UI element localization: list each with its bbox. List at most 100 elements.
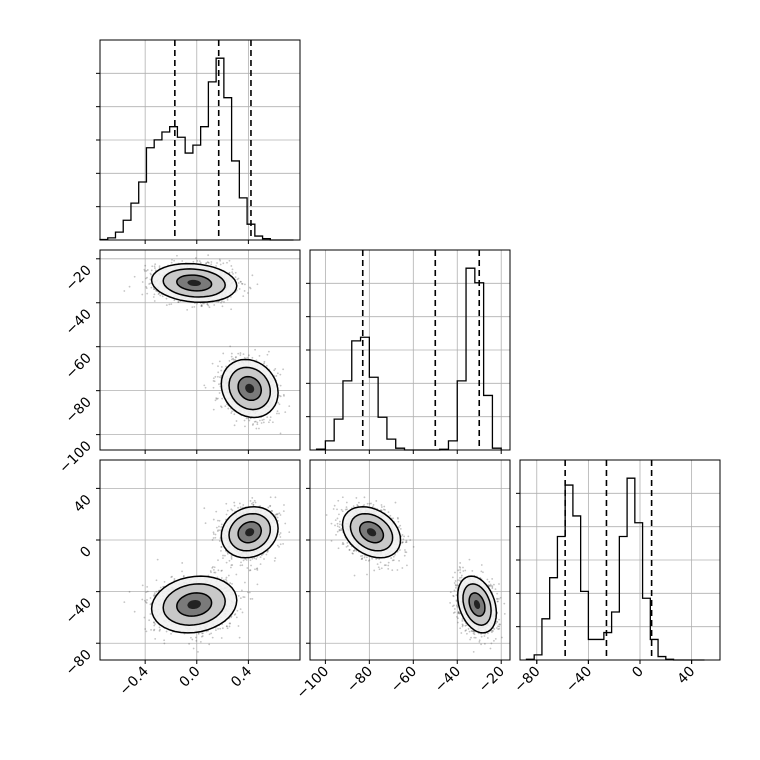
sample-point (260, 554, 263, 557)
sample-point (234, 359, 237, 361)
sample-point (279, 395, 282, 398)
sample-point (240, 561, 242, 564)
sample-point (275, 375, 278, 377)
sample-point (198, 260, 201, 263)
sample-point (230, 556, 233, 559)
sample-point (258, 419, 261, 422)
sample-point (150, 273, 152, 276)
sample-point (213, 304, 216, 306)
sample-point (230, 355, 233, 358)
sample-point (254, 348, 256, 351)
sample-point (141, 281, 144, 283)
sample-point (253, 420, 256, 423)
sample-point (279, 373, 282, 376)
sample-point (154, 267, 156, 269)
sample-point (150, 269, 153, 272)
sample-point (150, 286, 153, 289)
sample-point (278, 394, 281, 397)
sample-point (206, 261, 209, 264)
sample-point (268, 421, 270, 424)
sample-point (181, 562, 184, 564)
sample-point (271, 510, 273, 513)
sample-point (149, 282, 152, 285)
sample-point (144, 270, 146, 272)
sample-point (226, 298, 229, 301)
sample-point (161, 295, 164, 298)
sample-point (215, 265, 217, 267)
sample-point (191, 638, 194, 641)
sample-point (256, 283, 259, 286)
sample-point (254, 420, 257, 423)
sample-point (153, 629, 155, 632)
sample-point (248, 591, 251, 594)
sample-point (205, 262, 207, 265)
sample-point (234, 613, 237, 615)
sample-point (247, 591, 249, 594)
sample-point (226, 509, 229, 512)
sample-point (208, 633, 211, 636)
histogram-1 (315, 267, 502, 451)
sample-point (156, 558, 159, 561)
sample-point (215, 397, 218, 400)
sample-point (158, 626, 161, 629)
sample-point (222, 352, 225, 355)
sample-point (252, 423, 255, 425)
sample-point (207, 254, 210, 257)
sample-point (253, 557, 256, 560)
sample-point (266, 551, 269, 553)
sample-point (220, 637, 223, 639)
sample-point (195, 636, 197, 639)
sample-point (237, 352, 240, 355)
sample-point (200, 305, 203, 308)
sample-point (154, 623, 156, 625)
sample-point (205, 262, 208, 264)
scatter-0-1 (123, 254, 291, 435)
sample-point (148, 283, 151, 285)
sample-point (288, 405, 291, 407)
sample-point (201, 635, 204, 637)
sample-point (241, 564, 244, 567)
sample-point (279, 432, 282, 435)
sample-point (199, 641, 202, 643)
sample-point (226, 625, 228, 628)
sample-point (223, 301, 225, 303)
sample-point (277, 401, 280, 404)
sample-point (216, 375, 219, 378)
sample-point (230, 558, 233, 560)
sample-point (261, 419, 264, 421)
sample-point (158, 292, 161, 295)
sample-point (218, 529, 221, 532)
sample-point (233, 413, 236, 416)
sample-point (218, 392, 221, 394)
sample-point (154, 637, 157, 640)
sample-point (203, 384, 206, 387)
sample-point (153, 293, 156, 296)
sample-point (221, 627, 224, 630)
sample-point (196, 302, 199, 305)
sample-point (239, 281, 242, 283)
sample-point (273, 369, 276, 372)
sample-point (233, 358, 235, 361)
sample-point (155, 290, 158, 292)
sample-point (221, 300, 223, 303)
sample-point (217, 300, 220, 303)
sample-point (153, 628, 156, 631)
sample-point (262, 421, 265, 424)
panel-0-1 (99, 249, 301, 451)
sample-point (215, 510, 218, 513)
sample-point (250, 564, 252, 567)
sample-point (278, 545, 280, 548)
sample-point (212, 386, 215, 389)
sample-point (212, 408, 215, 411)
sample-point (220, 301, 222, 304)
sample-point (149, 278, 152, 281)
sample-point (243, 356, 246, 359)
sample-point (218, 383, 220, 386)
sample-point (252, 504, 255, 506)
sample-point (222, 554, 224, 557)
sample-point (165, 304, 168, 307)
sample-point (219, 263, 222, 266)
sample-point (267, 506, 270, 509)
sample-point (173, 259, 176, 262)
